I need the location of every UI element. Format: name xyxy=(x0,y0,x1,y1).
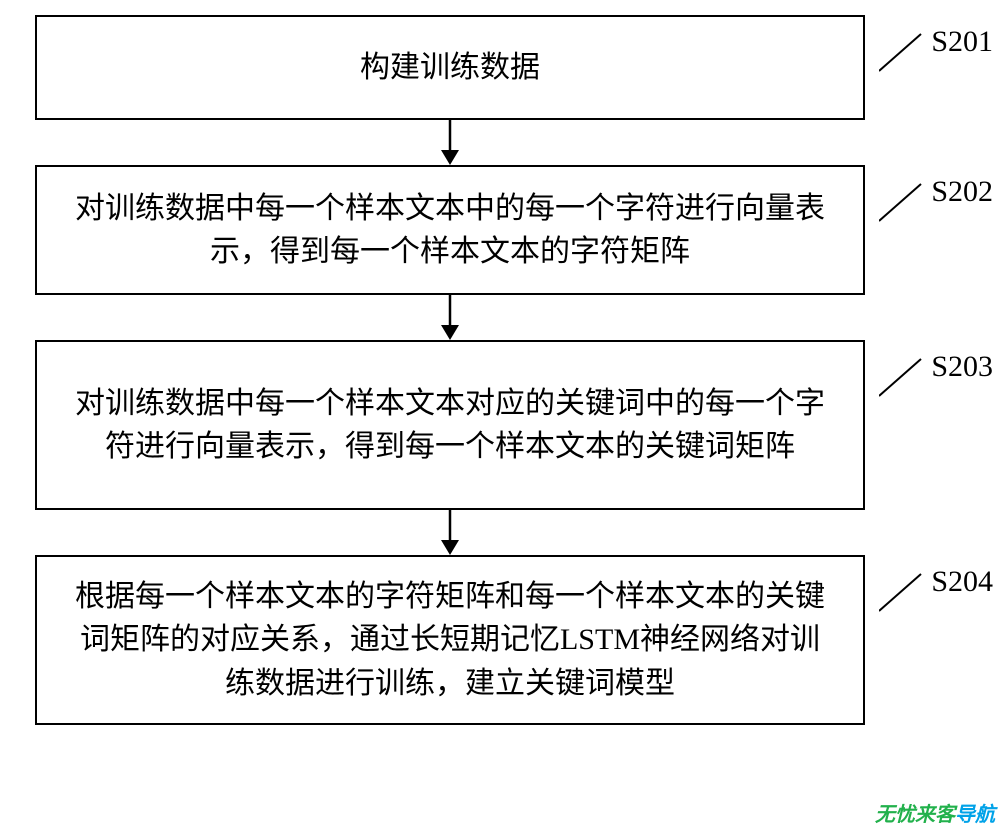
step-label-container: S204 xyxy=(879,569,993,614)
arrow-container xyxy=(35,120,865,165)
step-label: S201 xyxy=(931,25,993,59)
step-box-s202: 对训练数据中每一个样本文本中的每一个字符进行向量表示，得到每一个样本文本的字符矩… xyxy=(35,165,865,295)
step-text: 构建训练数据 xyxy=(360,46,540,90)
connector-line-icon xyxy=(879,354,929,399)
connector-line-icon xyxy=(879,29,929,74)
step-box-s203: 对训练数据中每一个样本文本对应的关键词中的每一个字符进行向量表示，得到每一个样本… xyxy=(35,340,865,510)
arrow-container xyxy=(35,510,865,555)
arrow-container xyxy=(35,295,865,340)
step-label: S204 xyxy=(931,565,993,599)
flowchart-container: 构建训练数据 S201 对训练数据中每一个样本文本中的每一个字符进行向量表示，得… xyxy=(35,15,865,725)
step-label-container: S203 xyxy=(879,354,993,399)
step-text: 根据每一个样本文本的字符矩阵和每一个样本文本的关键词矩阵的对应关系，通过长短期记… xyxy=(67,575,833,706)
step-label: S203 xyxy=(931,350,993,384)
connector-line-icon xyxy=(879,179,929,224)
watermark: 无忧来客导航 xyxy=(875,798,995,827)
arrow-down-icon xyxy=(435,295,465,340)
connector-line-icon xyxy=(879,569,929,614)
watermark-part2: 导航 xyxy=(955,804,995,826)
step-label: S202 xyxy=(931,175,993,209)
arrow-down-icon xyxy=(435,510,465,555)
step-label-container: S201 xyxy=(879,29,993,74)
watermark-part1: 无忧来客 xyxy=(875,804,955,826)
step-text: 对训练数据中每一个样本文本对应的关键词中的每一个字符进行向量表示，得到每一个样本… xyxy=(67,382,833,469)
step-box-s201: 构建训练数据 S201 xyxy=(35,15,865,120)
step-box-s204: 根据每一个样本文本的字符矩阵和每一个样本文本的关键词矩阵的对应关系，通过长短期记… xyxy=(35,555,865,725)
arrow-down-icon xyxy=(435,120,465,165)
step-text: 对训练数据中每一个样本文本中的每一个字符进行向量表示，得到每一个样本文本的字符矩… xyxy=(67,187,833,274)
step-label-container: S202 xyxy=(879,179,993,224)
